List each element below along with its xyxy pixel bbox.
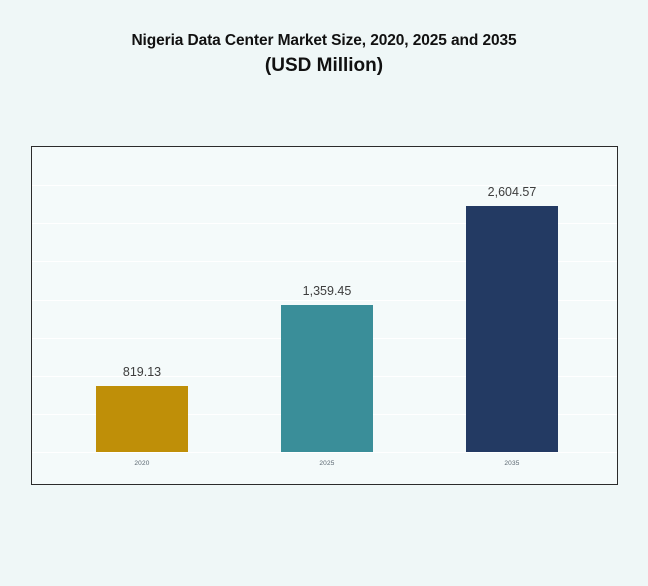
bar-group-2025[interactable]: 1,359.45 2025 [281, 284, 373, 467]
page-title: Nigeria Data Center Market Size, 2020, 2… [131, 32, 517, 49]
bar-group-2020[interactable]: 819.13 2020 [96, 365, 188, 467]
bar-value-label: 819.13 [122, 365, 162, 379]
chart-subtitle: (USD Million) [264, 55, 384, 76]
bar-value-label: 1,359.45 [302, 284, 352, 298]
x-axis-tick-label-2025: 2025 [319, 460, 335, 467]
gridline [32, 223, 617, 224]
bar-2020[interactable] [96, 386, 188, 452]
x-axis-tick-label-2020: 2020 [134, 460, 150, 467]
gridline [32, 452, 617, 453]
bar-2035[interactable] [466, 206, 558, 452]
chart-plot-area: 819.13 2020 1,359.45 2025 2,604.57 2035 [31, 146, 618, 485]
bar-value-label: 2,604.57 [487, 185, 537, 199]
gridline [32, 261, 617, 262]
gridline [32, 300, 617, 301]
bar-2025[interactable] [281, 305, 373, 452]
gridline [32, 185, 617, 186]
bar-group-2035[interactable]: 2,604.57 2035 [466, 185, 558, 467]
chart-title-block: Nigeria Data Center Market Size, 2020, 2… [0, 30, 648, 79]
x-axis-tick-label-2035: 2035 [504, 460, 520, 467]
bar-series: 819.13 2020 1,359.45 2025 2,604.57 2035 [32, 147, 617, 484]
